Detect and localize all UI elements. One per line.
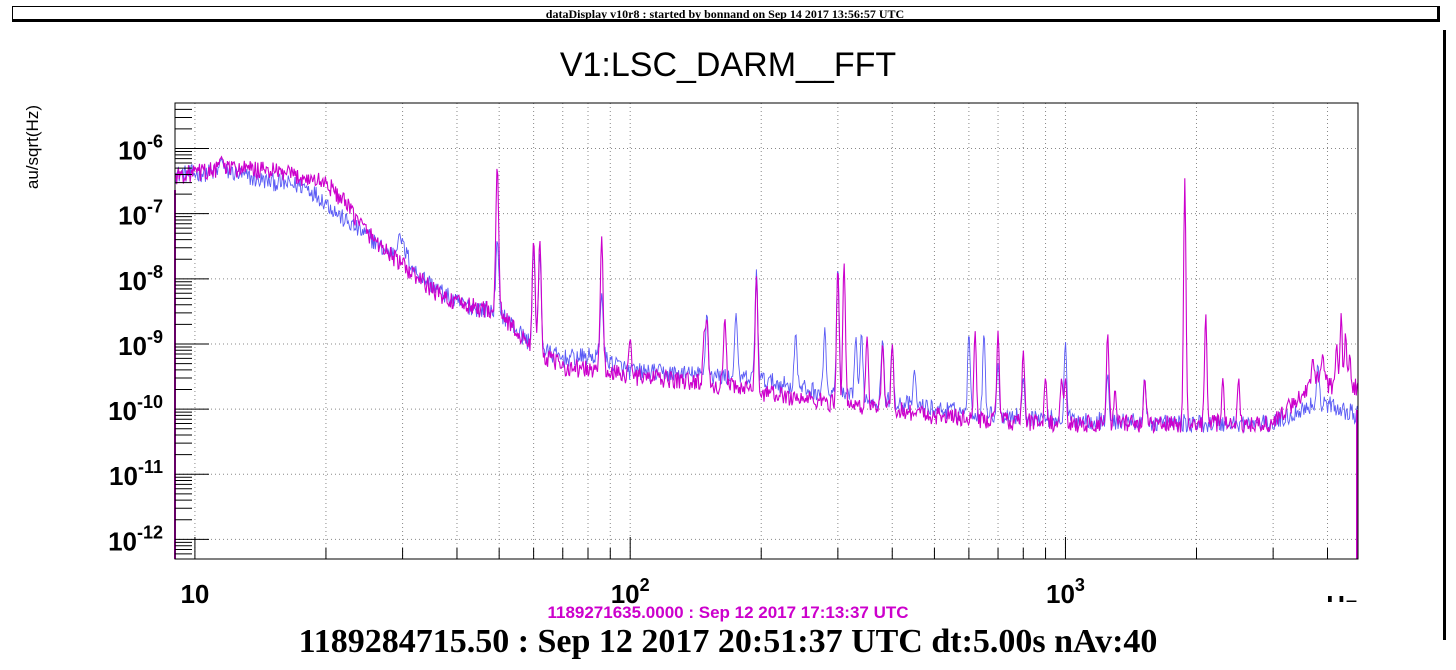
y-tick-label: 10-12: [108, 522, 163, 556]
x-tick-label: 102: [611, 575, 650, 609]
y-tick-label: 10-7: [118, 197, 163, 231]
chart-title: V1:LSC_DARM__FFT: [560, 46, 896, 84]
plot-frame: [174, 102, 1359, 560]
x-label-clip-mask: [1290, 602, 1370, 632]
y-tick-label: 10-8: [118, 262, 163, 296]
y-tick-label: 10-10: [108, 392, 163, 426]
series-layer: [174, 155, 1359, 559]
grid: [175, 103, 1358, 559]
frame-shadow-bar: [1443, 30, 1446, 640]
x-tick-label: 10: [180, 579, 209, 609]
axis-ticks: [175, 102, 1329, 560]
y-tick-label: 10-6: [118, 132, 163, 166]
y-tick-label: 10-11: [109, 457, 163, 491]
banner-text: dataDisplay v10r8 : started by bonnand o…: [545, 7, 905, 21]
y-axis-label: au/sqrt(Hz): [23, 105, 42, 189]
tick-labels: 10-12 10-11 10-10 10-9 10-8 10-7 10-6 10 102 103: [108, 132, 1085, 609]
reference-timestamp: 1189271635.0000 : Sep 12 2017 17:13:37 U…: [547, 603, 909, 622]
x-tick-label: 103: [1046, 575, 1085, 609]
main-timestamp: 1189284715.50 : Sep 12 2017 20:51:37 UTC…: [298, 623, 1158, 660]
reference-spectrum-line: [174, 155, 1359, 435]
y-tick-label: 10-9: [118, 327, 163, 361]
app-banner: dataDisplay v10r8 : started by bonnand o…: [12, 6, 1440, 22]
